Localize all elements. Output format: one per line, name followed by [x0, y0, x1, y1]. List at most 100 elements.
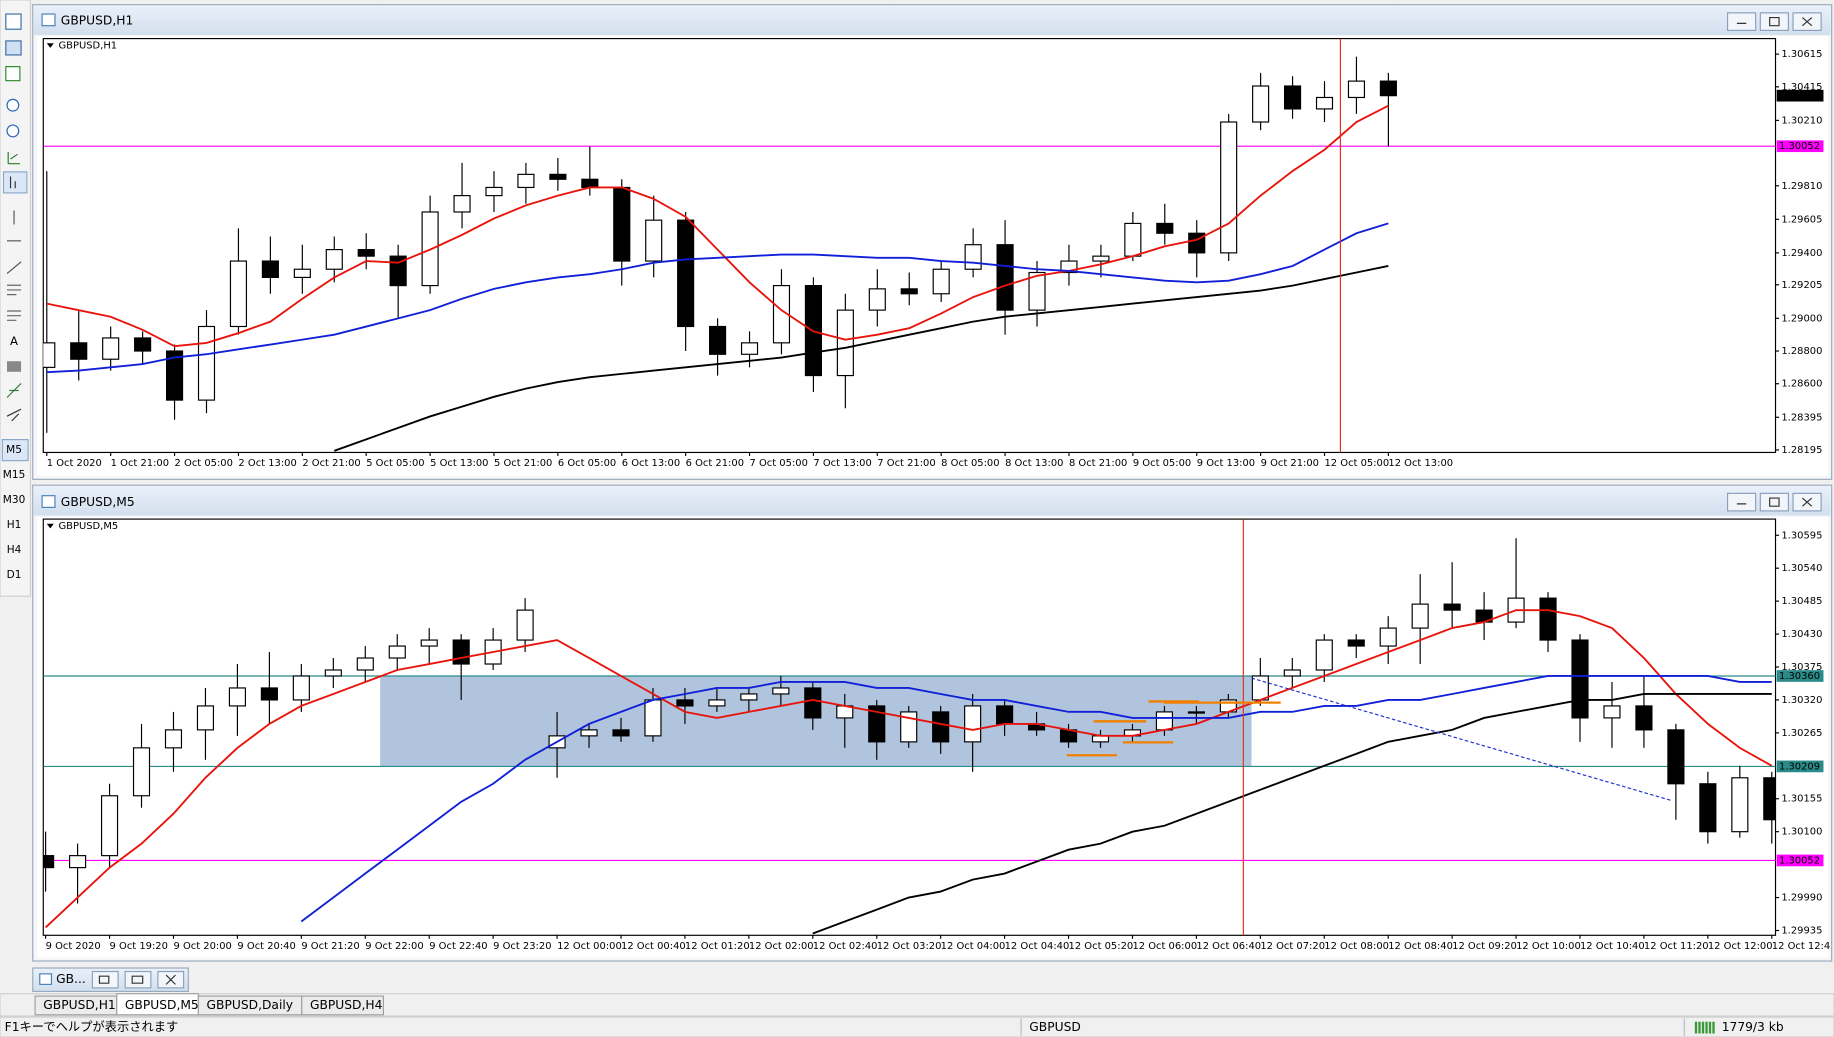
x-tick-label: 12 Oct 08:40: [1388, 941, 1453, 952]
y-tick-label: 1.30415: [1781, 82, 1822, 93]
x-tick-label: 6 Oct 21:00: [686, 458, 744, 469]
candle-body: [1347, 80, 1366, 99]
timeframe-button[interactable]: M15: [3, 469, 25, 481]
tool-icon[interactable]: [7, 310, 22, 321]
x-tick-label: 12 Oct 05:00: [1325, 458, 1390, 469]
x-tick-label: 2 Oct 05:00: [175, 458, 233, 469]
candle-body: [261, 260, 279, 278]
x-tick-label: 9 Oct 13:00: [1197, 458, 1255, 469]
candle-body: [292, 675, 310, 701]
tool-icon[interactable]: [7, 151, 20, 165]
tab-label[interactable]: GBPUSD,Daily: [207, 998, 293, 1012]
tool-icon[interactable]: [5, 66, 21, 82]
candle-body: [69, 855, 87, 869]
candle-body: [964, 244, 982, 270]
x-tick-label: 2 Oct 13:00: [238, 458, 296, 469]
candle-body: [1092, 255, 1110, 262]
tool-icon[interactable]: [7, 361, 22, 372]
tool-icon[interactable]: [6, 408, 22, 422]
candle-body: [165, 350, 184, 401]
x-tick-label: 8 Oct 05:00: [941, 458, 999, 469]
timeframe-button[interactable]: H4: [7, 544, 22, 556]
candle-body: [549, 173, 567, 180]
candle-body: [996, 705, 1014, 725]
tab-label[interactable]: GBPUSD,M5: [125, 998, 199, 1012]
timeframe-button[interactable]: D1: [7, 569, 22, 581]
candle-body: [1379, 80, 1397, 97]
restore-button[interactable]: [1759, 12, 1789, 31]
candle-body: [1699, 783, 1717, 833]
x-tick-label: 8 Oct 13:00: [1005, 458, 1063, 469]
candle-body: [134, 337, 152, 352]
x-tick-label: 12 Oct 12:40: [1772, 941, 1834, 952]
tab-label[interactable]: GBPUSD,H1: [43, 998, 115, 1012]
candle-body: [836, 309, 854, 377]
tool-icon[interactable]: [9, 176, 16, 189]
tool-icon[interactable]: [6, 383, 22, 398]
timeframe-button[interactable]: M5: [6, 444, 22, 456]
y-tick-label: 1.29810: [1781, 181, 1822, 192]
x-tick-label: 9 Oct 20:40: [237, 941, 295, 952]
candle-body: [324, 669, 342, 677]
y-tick-label: 1.29990: [1781, 893, 1822, 904]
y-tick-label: 1.29935: [1781, 925, 1822, 936]
tab-label[interactable]: GBPUSD,H4: [310, 998, 383, 1012]
chart-window: GBPUSD,M5 GBPUSD,M5 1.30360 1.30209 1.3005…: [32, 484, 1834, 962]
chart-label: GBPUSD,M5: [58, 521, 118, 532]
tool-icon[interactable]: [6, 124, 20, 138]
x-tick-label: 12 Oct 13:00: [1388, 458, 1453, 469]
minimize-button[interactable]: [1726, 12, 1757, 31]
candle-body: [452, 639, 470, 665]
candle-body: [1187, 711, 1205, 714]
status-symbol: GBPUSD: [1029, 1020, 1081, 1034]
tool-icon[interactable]: [5, 13, 22, 30]
tool-icon[interactable]: [5, 40, 22, 56]
candle-body: [1283, 669, 1301, 677]
timeframe-button[interactable]: H1: [7, 519, 22, 531]
x-tick-label: 9 Oct 23:20: [493, 941, 551, 952]
candle-body: [1379, 627, 1397, 647]
candle-body: [581, 178, 599, 189]
candle-body: [740, 693, 758, 701]
x-tick-label: 8 Oct 21:00: [1069, 458, 1127, 469]
candle-body: [612, 729, 630, 737]
candle-body: [43, 855, 55, 869]
y-tick-label: 1.30430: [1781, 629, 1822, 640]
candle-body: [676, 699, 694, 707]
candle-body: [516, 609, 534, 641]
tool-icon[interactable]: [7, 284, 22, 296]
y-tick-label: 1.30265: [1781, 728, 1822, 739]
price-tag: [1776, 670, 1824, 682]
minimize-button[interactable]: [1726, 492, 1757, 512]
x-axis: 9 Oct 2020 9 Oct 19:20 9 Oct 20:00 9 Oct 20…: [45, 935, 1834, 952]
moving-average: [333, 265, 1389, 452]
x-tick-label: 12 Oct 08:00: [1324, 941, 1389, 952]
price-tag: [1776, 854, 1824, 867]
candle-body: [1252, 85, 1270, 123]
candle-body: [580, 729, 598, 737]
y-tick-label: 1.30540: [1781, 563, 1822, 574]
candle-body: [1731, 777, 1749, 833]
x-tick-label: 5 Oct 21:00: [494, 458, 552, 469]
candle-body: [1156, 222, 1174, 234]
candle-body: [164, 729, 183, 749]
candle-body: [325, 249, 343, 270]
timeframe-button[interactable]: M30: [3, 494, 25, 506]
tool-icon[interactable]: [6, 98, 20, 112]
text-tool[interactable]: A: [10, 334, 18, 348]
y-tick-label: 1.29400: [1781, 248, 1822, 259]
x-tick-label: 7 Oct 05:00: [750, 458, 808, 469]
restore-button[interactable]: [1759, 492, 1789, 512]
minimized-window[interactable]: GB...: [32, 967, 189, 992]
candle-body: [868, 705, 886, 743]
x-tick-label: 6 Oct 13:00: [622, 458, 680, 469]
tab[interactable]: [301, 995, 384, 1016]
tool-icon[interactable]: [6, 261, 22, 275]
candle-body: [709, 325, 727, 355]
x-tick-label: 12 Oct 10:00: [1516, 941, 1581, 952]
x-tick-label: 12 Oct 04:00: [941, 941, 1006, 952]
x-tick-label: 9 Oct 21:20: [301, 941, 359, 952]
current-price-tag: [1776, 89, 1824, 102]
x-tick-label: 9 Oct 2020: [46, 941, 101, 952]
candle-body: [804, 687, 822, 719]
